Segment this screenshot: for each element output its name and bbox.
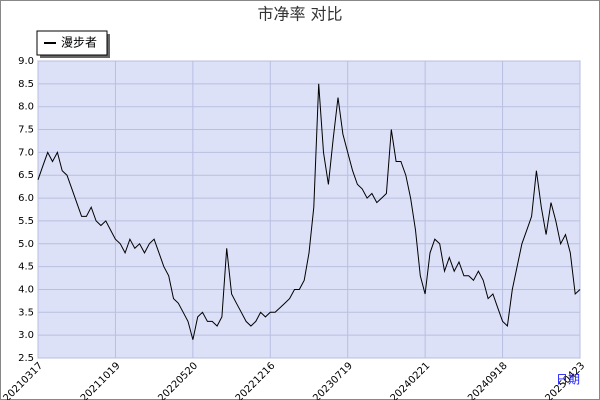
x-axis-label: 日期 bbox=[556, 373, 580, 387]
y-tick-label: 7.5 bbox=[18, 125, 34, 136]
y-tick-label: 4.5 bbox=[18, 262, 34, 273]
y-tick-label: 8.0 bbox=[18, 102, 34, 113]
y-tick-label: 4.0 bbox=[18, 284, 34, 295]
y-tick-label: 3.0 bbox=[18, 330, 34, 341]
legend-label: 漫步者 bbox=[61, 36, 97, 50]
y-tick-label: 5.0 bbox=[18, 239, 34, 250]
y-tick-label: 8.5 bbox=[18, 79, 34, 90]
y-tick-label: 2.5 bbox=[18, 353, 34, 364]
y-tick-label: 7.0 bbox=[18, 147, 34, 158]
series-line bbox=[37, 83, 581, 340]
chart-title: 市净率 对比 bbox=[257, 5, 342, 24]
y-tick-label: 6.0 bbox=[18, 193, 34, 204]
y-tick-label: 3.5 bbox=[18, 307, 34, 318]
y-tick-label: 5.5 bbox=[18, 216, 34, 227]
y-tick-label: 6.5 bbox=[18, 170, 34, 181]
plot-area bbox=[37, 60, 581, 359]
y-tick-label: 9.0 bbox=[18, 56, 34, 67]
